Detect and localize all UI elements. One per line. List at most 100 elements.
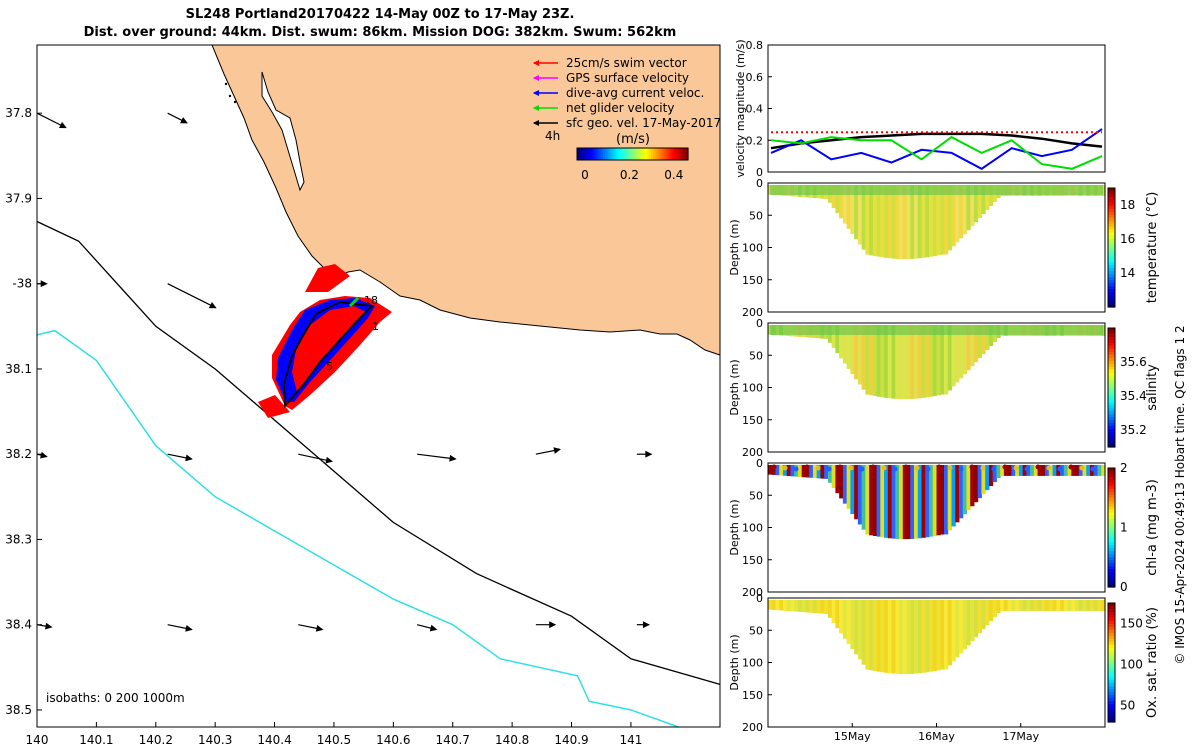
section-cast (872, 185, 878, 256)
section-cast (1015, 465, 1020, 476)
legend-arrow-head (532, 60, 540, 66)
section-cast (985, 185, 990, 211)
section-colorbar-swatch (1108, 548, 1115, 552)
section-colorbar-swatch (1108, 214, 1115, 219)
section-colorbar-swatch (1108, 283, 1115, 287)
section-colorbar-swatch (1108, 420, 1115, 424)
section-colorbar-swatch (1108, 662, 1115, 667)
depth-tick-label: 50 (749, 624, 763, 637)
section-cast (940, 325, 945, 395)
section-cast (891, 465, 896, 539)
surface-sample (793, 466, 799, 472)
section-cast (947, 600, 952, 666)
section-colorbar-swatch (1108, 680, 1115, 684)
section-colorbar-swatch (1108, 527, 1115, 532)
section-colorbar-swatch (1108, 578, 1115, 582)
section-cast (951, 185, 956, 247)
section-colorbar-swatch (1108, 485, 1115, 490)
section-cast (970, 325, 975, 367)
section-colorbar-swatch (1108, 298, 1115, 302)
section-colorbar-swatch (1108, 506, 1115, 511)
section-cast (1063, 600, 1069, 611)
section-cast (932, 465, 937, 536)
section-cast (955, 600, 960, 658)
colorbar-swatch (619, 148, 622, 160)
section-cast (1097, 600, 1102, 611)
colorbar-swatch (662, 148, 665, 160)
section-cast (816, 465, 821, 479)
arrow-head (45, 622, 53, 630)
section-cast (1093, 600, 1099, 611)
section-cast (869, 465, 874, 536)
colorbar-swatch (580, 148, 584, 160)
section-cast (962, 465, 967, 515)
land-mass (211, 44, 721, 356)
section-cast (988, 325, 994, 347)
section-colorbar-swatch (1108, 476, 1115, 481)
colorbar-tick-label: 0.4 (664, 168, 683, 182)
section-colorbar-swatch (1108, 500, 1115, 505)
arrow-head (325, 456, 334, 464)
section-cast (947, 325, 952, 391)
section-colorbar-swatch (1108, 635, 1115, 640)
section-colorbar-swatch (1108, 710, 1115, 714)
colorbar-swatch (649, 148, 652, 160)
section-cast (1086, 600, 1091, 611)
section-cast (857, 465, 863, 525)
section-colorbar-swatch (1108, 623, 1115, 628)
map-y-tick-label: 38.3 (5, 532, 32, 546)
section-colorbar-tick-label: 2 (1120, 461, 1128, 475)
map-x-tick-label: 140.5 (317, 733, 351, 747)
legend-arrow-head (532, 120, 540, 126)
legend-item: net glider velocity (532, 101, 674, 115)
section-cast (835, 465, 840, 494)
legend-item: 25cm/s swim vector (532, 56, 687, 70)
swim-vector-envelope (258, 395, 290, 418)
swim-vector-envelope (305, 264, 350, 292)
section-cast (917, 185, 923, 259)
surface-sample (958, 466, 964, 472)
colorbar-swatch (656, 148, 659, 160)
section-cast (768, 465, 773, 475)
section-cast (839, 600, 844, 634)
section-cast (884, 600, 889, 673)
section-colorbar-swatch (1108, 423, 1115, 427)
section-cast (846, 185, 851, 229)
track-interior (292, 306, 366, 392)
sfc-geo-velocity-arrow (167, 112, 188, 124)
section-cast (835, 325, 840, 354)
section-cast (854, 600, 859, 655)
section-cast (985, 465, 990, 491)
colorbar-swatch (663, 148, 667, 160)
section-cast (1082, 600, 1087, 611)
section-colorbar-swatch (1108, 292, 1115, 296)
section-colorbar-swatch (1108, 250, 1115, 255)
section-colorbar-swatch (1108, 220, 1115, 225)
section-cast (958, 185, 964, 239)
section-cast (876, 185, 881, 257)
section-colorbar-tick-label: 35.6 (1120, 355, 1147, 369)
section-cast (1022, 600, 1027, 611)
surface-sample (980, 465, 986, 471)
section-cast (899, 600, 904, 675)
section-cast (1067, 600, 1072, 611)
section-cast (876, 600, 881, 672)
section-colorbar-swatch (1108, 539, 1115, 543)
section-colorbar-swatch (1108, 536, 1115, 540)
section-colorbar-swatch (1108, 668, 1115, 673)
colorbar-swatch (593, 148, 597, 160)
colorbar-swatch (686, 148, 689, 160)
section-cast (962, 325, 967, 375)
section-cast (824, 600, 829, 614)
surface-sample (936, 464, 942, 470)
section-cast (966, 465, 971, 511)
sfc-geo-velocity-arrow (535, 447, 562, 455)
section-cast (1033, 600, 1039, 611)
colorbar-swatch (667, 148, 671, 160)
section-colorbar-swatch (1108, 342, 1115, 347)
legend-label: dive-avg current veloc. (566, 86, 704, 100)
section-cast (977, 600, 982, 634)
section-cast (857, 600, 863, 660)
section-colorbar-swatch (1108, 638, 1115, 643)
